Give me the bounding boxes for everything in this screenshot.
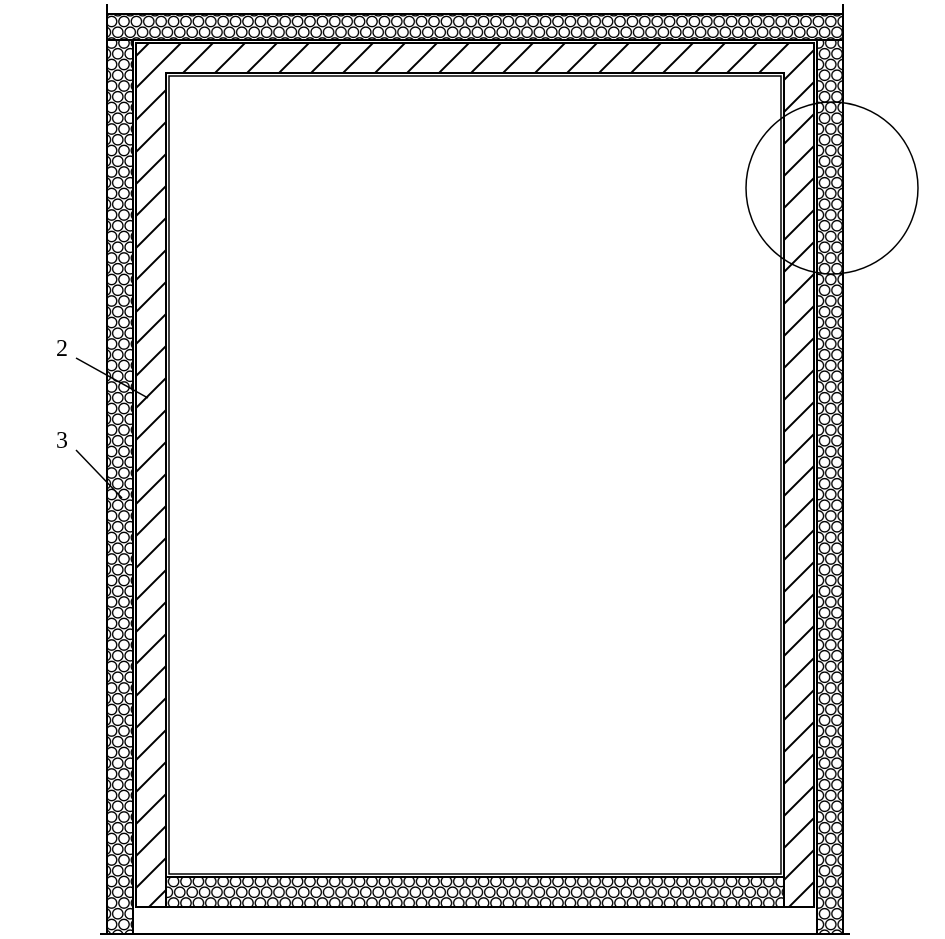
inner-cavity <box>169 76 781 874</box>
bottom-honeycomb-strip <box>166 877 784 907</box>
label-2: 2 <box>56 336 68 363</box>
cross-section-diagram <box>0 0 945 939</box>
label-3: 3 <box>56 428 68 455</box>
